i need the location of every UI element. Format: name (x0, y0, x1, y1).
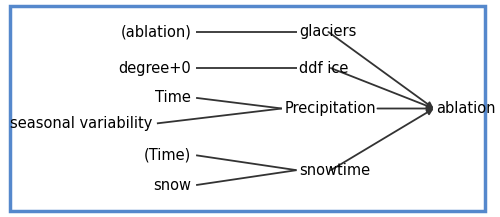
Text: snow: snow (153, 178, 191, 192)
Text: ddf ice: ddf ice (299, 61, 348, 76)
Text: Time: Time (156, 90, 191, 105)
Text: Precipitation: Precipitation (284, 101, 376, 116)
Text: (ablation): (ablation) (120, 25, 191, 39)
Text: snowtime: snowtime (299, 163, 370, 178)
Text: glaciers: glaciers (299, 25, 356, 39)
Text: degree+0: degree+0 (118, 61, 191, 76)
Text: ablation: ablation (436, 101, 496, 116)
Text: seasonal variability: seasonal variability (10, 116, 152, 131)
Text: (Time): (Time) (144, 148, 191, 163)
